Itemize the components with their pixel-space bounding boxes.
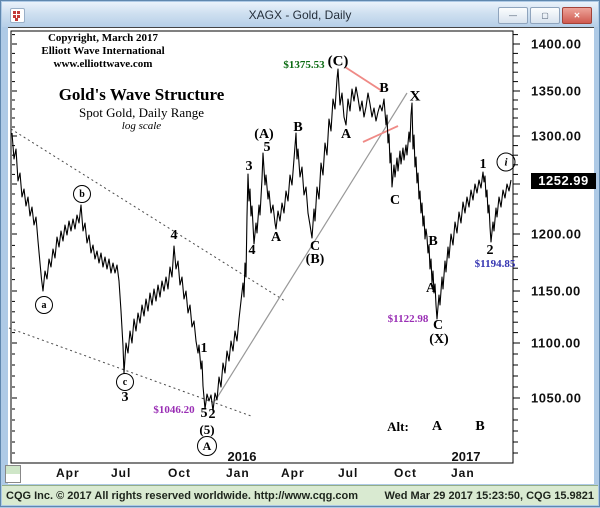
wave-label: 5 [263, 140, 271, 155]
month-label: Oct [394, 466, 418, 480]
chart-subtitle: Spot Gold, Daily Range [79, 105, 204, 120]
window-title: XAGX - Gold, Daily [248, 7, 352, 22]
y-axis-tick-label: 1150.00 [531, 283, 581, 299]
wave-label: 4 [248, 243, 256, 258]
price-callout: $1375.53 [283, 59, 325, 71]
wave-label: B [475, 419, 485, 434]
month-label: Apr [281, 466, 305, 480]
wave-label: C [309, 239, 321, 254]
circled-wave-label: a [35, 296, 53, 314]
copyright-block: Copyright, March 2017 Elliott Wave Inter… [13, 32, 193, 71]
year-label: 2016 [227, 449, 257, 464]
status-left: CQG Inc. © 2017 All rights reserved worl… [6, 489, 359, 502]
chart-title: Gold's Wave Structure [58, 85, 225, 104]
minimize-button[interactable]: — [498, 7, 528, 24]
price-callout: $1122.98 [387, 313, 429, 325]
wave-label: (5) [199, 422, 215, 437]
y-axis-tick-label: 1300.00 [531, 128, 582, 144]
wave-label: 2 [208, 407, 216, 422]
month-label: Jul [111, 466, 132, 480]
year-label: 2017 [451, 449, 481, 464]
wave-label: B [428, 234, 438, 249]
y-axis-tick-label: 1100.00 [531, 335, 581, 351]
scale-note: log scale [121, 120, 162, 132]
wave-label: 3 [121, 390, 129, 405]
time-axis[interactable] [8, 464, 594, 483]
wave-label: 3 [245, 159, 253, 174]
y-axis-tick-label: 1350.00 [531, 83, 582, 99]
status-right: Wed Mar 29 2017 15:23:50, CQG 15.9821 [384, 489, 594, 502]
current-price-badge: 1252.99 [531, 173, 596, 189]
wave-label: (B) [305, 252, 325, 267]
month-label: Jan [226, 466, 250, 480]
wave-label: Alt: [387, 419, 409, 434]
wave-label: C [432, 318, 444, 333]
wave-label: C [389, 193, 401, 208]
month-label: Jan [451, 466, 475, 480]
month-label: Oct [168, 466, 192, 480]
circled-wave-label: i [496, 152, 516, 172]
wave-label: 4 [170, 228, 178, 243]
wave-label: A [425, 281, 437, 296]
pane-resize-widget[interactable] [5, 465, 21, 483]
wave-label: A [270, 230, 282, 245]
maximize-button[interactable]: ▢ [530, 7, 560, 24]
wave-label: X [409, 88, 421, 105]
wave-label: A [431, 419, 443, 434]
price-callout: $1194.85 [474, 258, 516, 270]
circled-wave-label: b [73, 185, 91, 203]
wave-label: 1 [200, 341, 208, 356]
wave-label: A [340, 127, 352, 142]
wave-label: (C) [327, 53, 349, 70]
copyright-line: Copyright, March 2017 [47, 32, 159, 44]
y-axis-tick-label: 1050.00 [531, 390, 582, 406]
copyright-line: www.elliottwave.com [53, 58, 153, 70]
wave-label: B [379, 81, 389, 96]
status-bar: CQG Inc. © 2017 All rights reserved worl… [2, 485, 598, 505]
month-label: Apr [56, 466, 80, 480]
copyright-line: Elliott Wave International [41, 45, 165, 57]
wave-label: (A) [254, 127, 274, 142]
month-label: Jul [338, 466, 359, 480]
wave-label: (X) [429, 332, 449, 347]
circled-wave-label: A [197, 436, 217, 456]
wave-label: B [293, 120, 303, 135]
cqg-logo-icon [10, 8, 25, 23]
y-axis-tick-label: 1200.00 [531, 226, 582, 242]
wave-label: 5 [200, 406, 208, 421]
price-callout: $1046.20 [153, 404, 195, 416]
wave-label: 1 [479, 157, 487, 172]
close-button[interactable]: ✕ [562, 7, 592, 24]
circled-wave-label: c [116, 373, 134, 391]
wave-label: 2 [486, 243, 494, 258]
y-axis-tick-label: 1400.00 [531, 36, 582, 52]
title-bar[interactable]: XAGX - Gold, Daily — ▢ ✕ [2, 2, 598, 27]
